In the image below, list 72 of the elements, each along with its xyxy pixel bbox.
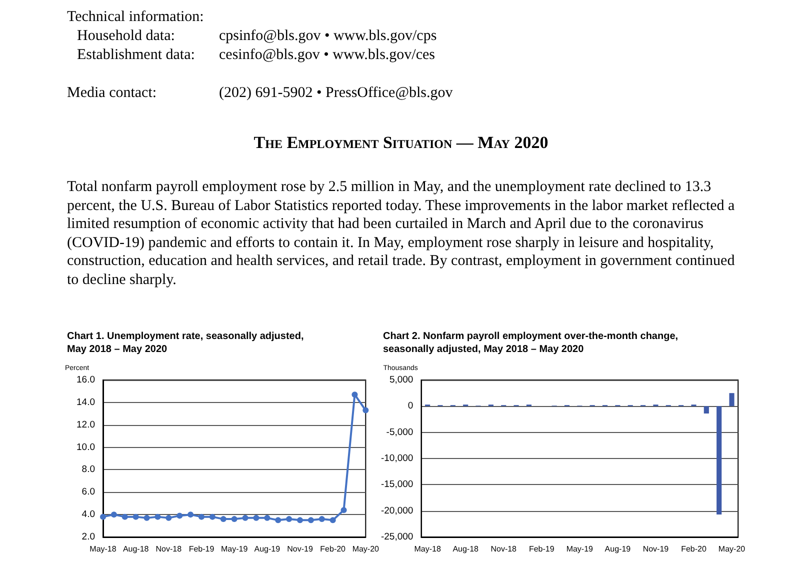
point [264, 514, 270, 521]
text: The Employment Situation — May 2020 [252, 133, 550, 152]
chart-title: Chart 1. Unemployment rate, seasonally adjusted, May 2018 – May 2020 [67, 331, 304, 355]
y-tick-label: -20,000 [380, 505, 414, 516]
x-tick-label: Feb-20 [681, 544, 707, 554]
y-tick-label: 8.0 [82, 464, 95, 476]
point [352, 392, 358, 398]
x-tick-label: Nov-19 [287, 544, 314, 554]
point [110, 512, 117, 518]
x-tick-label: Feb-20 [320, 544, 346, 554]
y-tick-label: 10.0 [76, 442, 95, 453]
y-tick-label: 5,000 [389, 374, 414, 386]
y-tick-label: 2.0 [82, 532, 95, 542]
x-tick-label: May-19 [566, 544, 594, 554]
point [188, 512, 194, 518]
bar [704, 406, 709, 414]
point [122, 514, 128, 520]
chart-title: Chart 2. Nonfarm payroll employment over-the-month change, seasonally adjusted, May 2018 – May 2020 [383, 331, 678, 355]
y-tick-label: 14.0 [76, 396, 95, 408]
point [166, 514, 172, 521]
y-tick-label: 4.0 [82, 509, 95, 520]
y-tick-label: -15,000 [380, 479, 414, 490]
x-tick-label: Nov-18 [490, 544, 518, 554]
bar [716, 406, 722, 514]
y-tick-label: 0 [408, 400, 414, 412]
bar [729, 393, 734, 406]
point [340, 507, 347, 514]
x-tick-label: Aug-19 [254, 544, 281, 554]
point [308, 517, 314, 524]
x-tick-label: Aug-18 [452, 544, 480, 554]
text: cesinfo@bls.gov • www.bls.gov/ces [219, 46, 435, 65]
point [286, 516, 292, 522]
x-tick-label: Aug-18 [122, 544, 150, 554]
x-tick-label: May-18 [414, 544, 442, 554]
y-tick-label: -25,000 [380, 532, 414, 542]
text: Total nonfarm payroll employment rose by 2.5 million in May, and the unemployment rate declined to 13.3 percent, the U.S. Bureau of Labor Statistics reported today. These improvements in the labor market reflected a limited resumption of economic activity that had been curtailed in March and April due to the coronavirus (COVID-19) pandemic and efforts to contain it. In May, employment rose sharply in leisure and hospitality, construction, education and health services, and retail trade. By contrast, employment in government continued to decline sharply. [67, 178, 735, 289]
point [318, 516, 325, 522]
point [297, 517, 303, 524]
point [144, 514, 150, 521]
point [231, 516, 238, 522]
point [132, 514, 139, 520]
x-tick-label: May-18 [90, 544, 117, 554]
text: Media contact: [67, 84, 158, 103]
point [220, 516, 226, 522]
point [253, 514, 260, 521]
point [362, 407, 369, 414]
point [100, 514, 106, 520]
y-tick-label: 16.0 [76, 374, 95, 386]
point [275, 517, 282, 524]
point [209, 514, 216, 520]
x-tick-label: May-19 [220, 544, 248, 554]
text: Technical information: [67, 8, 205, 27]
text: cpsinfo@bls.gov • www.bls.gov/cps [219, 27, 437, 46]
x-tick-label: Nov-19 [642, 544, 670, 554]
text: (202) 691-5902 • PressOffice@bls.gov [219, 84, 453, 103]
x-tick-label: Aug-19 [604, 544, 632, 554]
x-tick-label: Feb-19 [528, 544, 555, 554]
y-tick-label: -10,000 [380, 453, 414, 464]
text: Household data: [76, 27, 176, 46]
y-tick-label: -5,000 [386, 426, 414, 438]
x-tick-label: Nov-18 [156, 544, 182, 554]
x-tick-label: May-20 [718, 544, 746, 554]
text: Establishment data: [76, 46, 196, 65]
y-tick-label: 6.0 [82, 486, 95, 498]
point [154, 514, 161, 520]
point [330, 517, 336, 524]
point [242, 514, 248, 521]
point [198, 514, 204, 520]
point [176, 512, 183, 519]
y-tick-label: 12.0 [76, 419, 95, 430]
x-tick-label: May-20 [352, 544, 380, 554]
x-tick-label: Feb-19 [188, 544, 215, 554]
